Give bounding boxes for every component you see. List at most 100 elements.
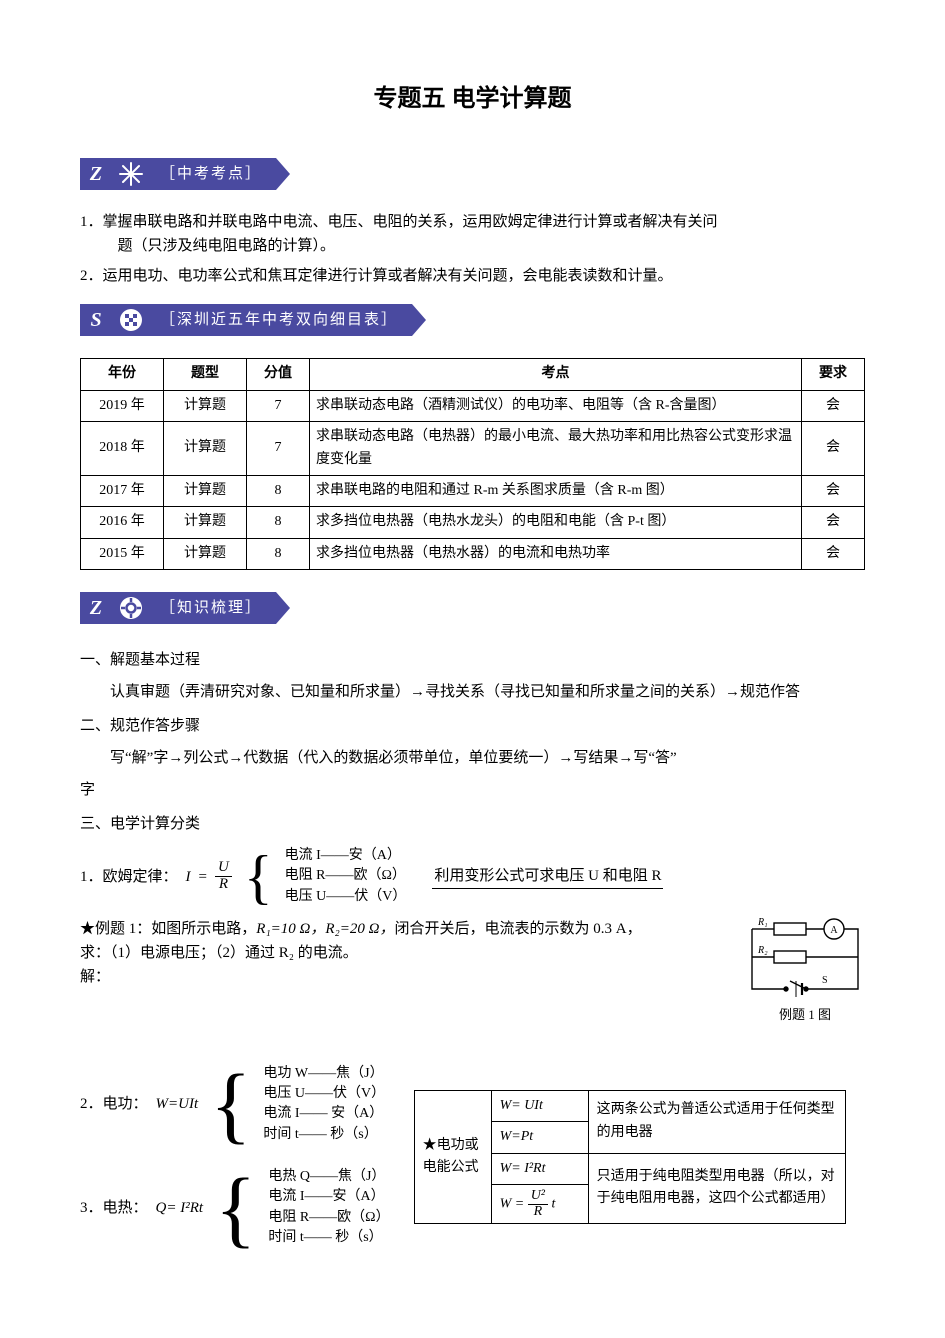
table-row: 2017 年计算题8求串联电路的电阻和通过 R-m 关系图求质量（含 R-m 图… xyxy=(81,475,865,506)
heat-lead: 3．电热： xyxy=(80,1196,148,1220)
brace-icon: { xyxy=(206,1074,255,1134)
r2-label: R₂ xyxy=(757,945,768,956)
snowflake-icon xyxy=(112,158,150,190)
item-number: 2． xyxy=(80,268,103,284)
cell-point: 求多挡位电热器（电热水器）的电流和电热功率 xyxy=(310,538,802,569)
exam-history-table: 年份 题型 分值 考点 要求 2019 年计算题7求串联动态电路（酒精测试仪）的… xyxy=(80,358,865,570)
cell-type: 计算题 xyxy=(164,475,247,506)
ex-r1: R₁=10 Ω， xyxy=(256,921,325,937)
f4-tail: t xyxy=(552,1196,556,1211)
cell-point: 求串联电路的电阻和通过 R-m 关系图求质量（含 R-m 图） xyxy=(310,475,802,506)
def-line: 电流 I——安（A） xyxy=(285,846,407,866)
cell-year: 2015 年 xyxy=(81,538,164,569)
lower-section: 2．电功： W=UIt { 电功 W——焦（J） 电压 U——伏（V） 电流 I… xyxy=(80,1056,865,1270)
work-row: 2．电功： W=UIt { 电功 W——焦（J） 电压 U——伏（V） 电流 I… xyxy=(80,1064,390,1145)
example-solve: 解： xyxy=(80,965,725,989)
cell-type: 计算题 xyxy=(164,538,247,569)
cell-note-34: 只适用于纯电阻类型用电器（所以，对于纯电阻用电器，这四个公式都适用） xyxy=(588,1153,845,1224)
ohm-den: R xyxy=(216,877,231,893)
f4-den: R xyxy=(531,1205,546,1220)
heading-1: 一、解题基本过程 xyxy=(80,648,865,672)
cell-f1: W= UIt xyxy=(491,1090,588,1121)
col-type: 题型 xyxy=(164,359,247,390)
ohm-fraction: U R xyxy=(215,860,232,893)
def-line: 电压 U——伏（V） xyxy=(263,1084,385,1104)
cell-f3: W= I²Rt xyxy=(491,1153,588,1184)
ohm-defs: 电流 I——安（A） 电阻 R——欧（Ω） 电压 U——伏（V） xyxy=(285,846,407,907)
work-lead: 2．电功： xyxy=(80,1092,148,1116)
heat-defs: 电热 Q——焦（J） 电流 I——安（A） 电阻 R——欧（Ω） 时间 t—— … xyxy=(268,1167,389,1248)
cell-year: 2017 年 xyxy=(81,475,164,506)
badge-tail-shape xyxy=(276,158,290,190)
cell-point: 求串联动态电路（酒精测试仪）的电功率、电阻等（含 R-含量图） xyxy=(310,390,802,421)
cell-f4: W = U² R t xyxy=(491,1184,588,1223)
page-title: 专题五 电学计算题 xyxy=(80,80,865,118)
col-req: 要求 xyxy=(802,359,865,390)
gear-icon xyxy=(112,592,150,624)
cell-req: 会 xyxy=(802,507,865,538)
def-line: 电压 U——伏（V） xyxy=(285,887,407,907)
def-line: 电流 I—— 安（A） xyxy=(263,1104,385,1124)
body-1: 认真审题（弄清研究对象、已知量和所求量）→寻找关系（寻找已知量和所求量之间的关系… xyxy=(80,680,865,704)
ohm-lead: 1．欧姆定律： xyxy=(80,865,178,889)
def-line: 电阻 R——欧（Ω） xyxy=(285,866,407,886)
list-item: 1．掌握串联电路和并联电路中电流、电压、电阻的关系，运用欧姆定律进行计算或者解决… xyxy=(80,210,865,258)
star-label: ★例题 1： xyxy=(80,921,151,937)
def-line: 电热 Q——焦（J） xyxy=(268,1167,389,1187)
badge-letter: Z xyxy=(80,592,112,624)
heading-3: 三、电学计算分类 xyxy=(80,812,865,836)
cell-year: 2016 年 xyxy=(81,507,164,538)
table-row: 2018 年计算题7求串联动态电路（电热器）的最小电流、最大热功率和用比热容公式… xyxy=(81,422,865,476)
cell-score: 8 xyxy=(247,538,310,569)
example-1: ★例题 1：如图所示电路，R₁=10 Ω，R₂=20 Ω，闭合开关后，电流表的示… xyxy=(80,917,865,1026)
cell-note-12: 这两条公式为普适公式适用于任何类型的用电器 xyxy=(588,1090,845,1153)
badge-exam-table: S ［深圳近五年中考双向细目表］ xyxy=(80,304,426,336)
item-text: 运用电功、电功率公式和焦耳定律进行计算或者解决有关问题，会电能表读数和计量。 xyxy=(103,268,673,284)
badge-knowledge: Z ［知识梳理］ xyxy=(80,592,290,624)
cell-year: 2019 年 xyxy=(81,390,164,421)
badge-exam-points: Z ［中考考点］ xyxy=(80,158,290,190)
f4-lhs: W = xyxy=(500,1196,525,1211)
body-2b: 字 xyxy=(80,778,865,802)
body-2a: 写“解”字→列公式→代数据（代入的数据必须带单位，单位要统一）→写结果→写“答” xyxy=(80,746,865,770)
def-line: 电阻 R——欧（Ω） xyxy=(268,1208,389,1228)
key-points-list: 1．掌握串联电路和并联电路中电流、电压、电阻的关系，运用欧姆定律进行计算或者解决… xyxy=(80,210,865,288)
circuit-figure: A R₁ R₂ S 例题 1 图 xyxy=(745,917,865,1026)
f4-num: U² xyxy=(528,1189,548,1205)
ohm-law-row: 1．欧姆定律： I = U R { 电流 I——安（A） 电阻 R——欧（Ω） … xyxy=(80,846,865,907)
table-row: 2019 年计算题7求串联动态电路（酒精测试仪）的电功率、电阻等（含 R-含量图… xyxy=(81,390,865,421)
formula-table: ★电功或电能公式 W= UIt 这两条公式为普适公式适用于任何类型的用电器 W=… xyxy=(414,1090,846,1225)
def-line: 电流 I——安（A） xyxy=(268,1187,389,1207)
cell-f2: W=Pt xyxy=(491,1122,588,1153)
badge-tail-shape xyxy=(276,592,290,624)
work-defs: 电功 W——焦（J） 电压 U——伏（V） 电流 I—— 安（A） 时间 t——… xyxy=(263,1064,385,1145)
cell-point: 求多挡位电热器（电热水龙头）的电阻和电能（含 P-t 图） xyxy=(310,507,802,538)
list-item: 2．运用电功、电功率公式和焦耳定律进行计算或者解决有关问题，会电能表读数和计量。 xyxy=(80,264,865,288)
r1-label: R₁ xyxy=(757,917,768,928)
example-question: 求：（1）电源电压；（2）通过 R₂ 的电流。 xyxy=(80,941,725,965)
badge-label: ［深圳近五年中考双向细目表］ xyxy=(150,304,412,336)
ohm-note: 利用变形公式可求电压 U 和电阻 R xyxy=(432,864,663,889)
brace-icon: { xyxy=(240,856,277,898)
heat-eq: Q= I²Rt xyxy=(156,1196,204,1220)
figure-caption: 例题 1 图 xyxy=(745,1005,865,1026)
table-header-row: 年份 题型 分值 考点 要求 xyxy=(81,359,865,390)
rowhead: ★电功或电能公式 xyxy=(414,1090,491,1224)
badge-label: ［知识梳理］ xyxy=(150,592,276,624)
badge-letter: S xyxy=(80,304,112,336)
example-text: ★例题 1：如图所示电路，R₁=10 Ω，R₂=20 Ω，闭合开关后，电流表的示… xyxy=(80,917,725,989)
table-row: ★电功或电能公式 W= UIt 这两条公式为普适公式适用于任何类型的用电器 xyxy=(414,1090,845,1121)
ohm-lhs: I xyxy=(186,865,191,889)
ex-r2: R₂=20 Ω， xyxy=(325,921,394,937)
f3: W= I²Rt xyxy=(500,1161,546,1176)
table-row: 2015 年计算题8求多挡位电热器（电热水器）的电流和电热功率会 xyxy=(81,538,865,569)
cell-score: 7 xyxy=(247,422,310,476)
col-point: 考点 xyxy=(310,359,802,390)
ex-body-b: 闭合开关后，电流表的示数为 0.3 A， xyxy=(395,921,642,937)
cell-type: 计算题 xyxy=(164,507,247,538)
cell-req: 会 xyxy=(802,390,865,421)
cell-req: 会 xyxy=(802,538,865,569)
cell-point: 求串联动态电路（电热器）的最小电流、最大热功率和用比热容公式变形求温度变化量 xyxy=(310,422,802,476)
cell-year: 2018 年 xyxy=(81,422,164,476)
cell-type: 计算题 xyxy=(164,422,247,476)
